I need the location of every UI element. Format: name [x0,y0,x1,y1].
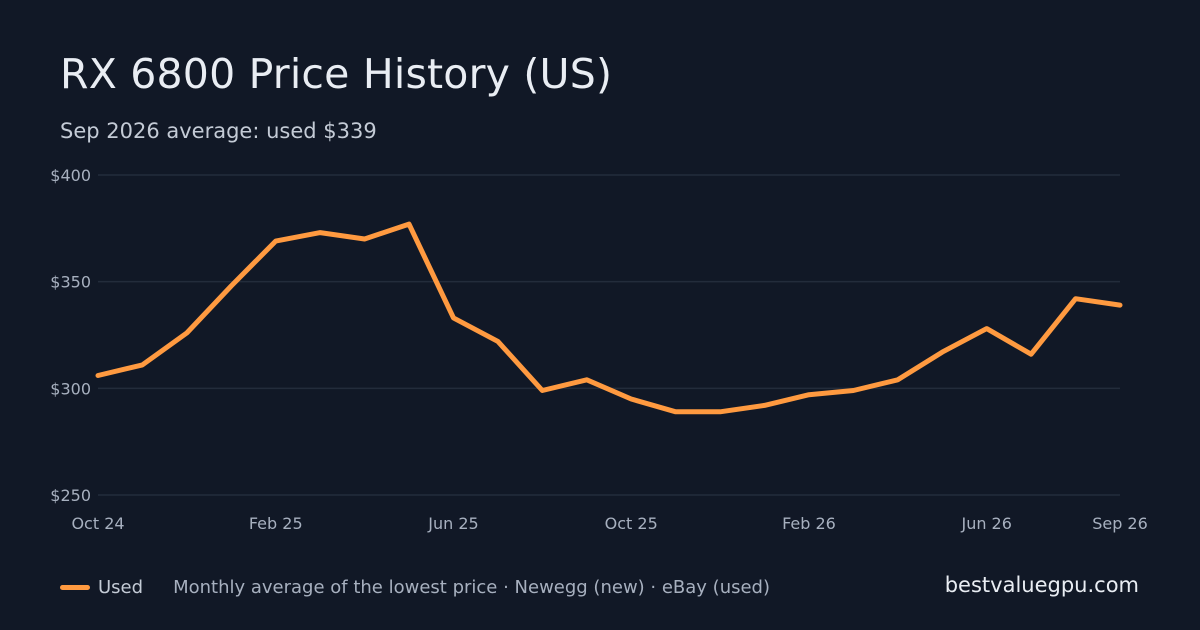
data-point [673,409,678,414]
data-point [229,283,234,288]
legend-label-used: Used [98,576,144,598]
x-tick-label: Jun 25 [427,514,478,533]
data-point [762,403,767,408]
x-tick-label: Jun 26 [960,514,1011,533]
data-point [495,339,500,344]
data-point [540,388,545,393]
data-point [140,362,145,367]
data-point [1029,352,1034,357]
x-tick-label: Feb 25 [249,514,303,533]
data-point [273,239,278,244]
data-point [629,397,634,401]
legend: Used Monthly average of the lowest price… [60,575,770,599]
chart-subtitle: Sep 2026 average: used $339 [60,119,377,143]
chart-title: RX 6800 Price History (US) [60,50,613,98]
data-point [851,388,856,393]
grid-layer [98,174,1120,496]
data-point [1073,296,1078,301]
data-point [318,230,323,235]
data-point [407,222,412,227]
x-tick-label: Feb 26 [782,514,836,533]
y-tick-label: $400 [50,166,91,185]
x-tick-label: Sep 26 [1092,514,1148,533]
y-tick-label: $350 [50,273,91,292]
y-tick-label: $300 [50,379,91,398]
y-axis: $250 $300 $350 $400 [50,166,91,505]
x-axis: Oct 24 Feb 25 Jun 25 Oct 25 Feb 26 Jun 26 Sep … [71,514,1147,533]
site-name: bestvaluegpu.com [944,573,1139,597]
y-tick-label: $250 [50,486,91,505]
data-point [362,237,367,241]
data-point [806,392,811,397]
chart-caption: Monthly average of the lowest price · Ne… [173,576,771,598]
data-point [1118,303,1122,308]
data-point [584,377,589,382]
data-point [940,350,945,355]
legend-swatch-used [60,584,90,590]
data-point [184,330,189,335]
series-layer [95,221,1123,415]
data-point [984,326,989,331]
data-point [451,315,456,320]
data-point [895,377,900,382]
data-point [718,409,723,414]
x-tick-label: Oct 25 [605,514,658,533]
x-tick-label: Oct 24 [71,514,124,533]
series-line-used [95,221,1123,415]
data-point [96,373,100,378]
